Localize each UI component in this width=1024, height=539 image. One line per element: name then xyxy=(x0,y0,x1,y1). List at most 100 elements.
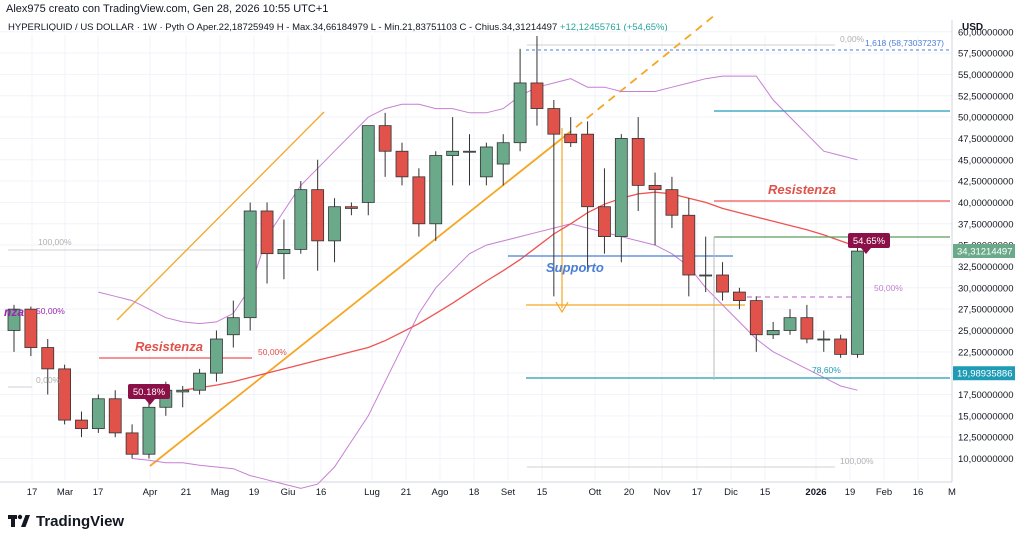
close-value: C - Chius.34,31214497 xyxy=(459,22,558,33)
candle-body xyxy=(479,146,493,178)
percent-badge-label: 54.65% xyxy=(853,236,886,247)
price-tag-label: 34,31214497 xyxy=(957,246,1012,257)
x-tick-label: Feb xyxy=(876,487,892,498)
candle-body xyxy=(564,133,578,144)
chart-annotation: 78,60% xyxy=(812,365,841,375)
open-letter: O xyxy=(186,22,195,33)
candle-body xyxy=(378,125,392,152)
chart-annotation: 100,00% xyxy=(840,456,874,466)
candle-body xyxy=(24,308,38,348)
chart-annotation: 50,00% xyxy=(874,283,903,293)
candle-body xyxy=(581,133,594,208)
candle-body xyxy=(142,406,156,455)
y-tick-label: 60,00000000 xyxy=(958,27,1013,38)
candle-body xyxy=(699,274,713,277)
candle-body xyxy=(463,150,476,153)
candle-body xyxy=(193,372,206,391)
percent-badge-pointer xyxy=(861,248,871,254)
x-tick-label: M xyxy=(948,487,956,498)
x-tick-label: Apr xyxy=(143,487,158,498)
candle-body xyxy=(817,338,831,341)
candle-body xyxy=(108,398,122,434)
x-tick-label: 16 xyxy=(913,487,924,498)
candle-body xyxy=(513,82,527,144)
candle-body xyxy=(631,138,645,186)
x-tick-label: Ago xyxy=(432,487,449,498)
tradingview-logo-icon xyxy=(8,514,30,527)
channel-lower-projection xyxy=(564,14,716,137)
top-bar: Alex975 creato con TradingView.com, Gen … xyxy=(0,0,1024,18)
x-tick-label: 19 xyxy=(249,487,260,498)
bollinger-upper-band xyxy=(98,75,858,325)
candle-body xyxy=(766,330,780,336)
percent-badge-pointer xyxy=(145,399,155,405)
y-tick-label: 45,00000000 xyxy=(958,155,1013,166)
y-tick-label: 12,50000000 xyxy=(958,433,1013,444)
percent-badge-bg xyxy=(848,233,890,248)
candle-body xyxy=(733,291,746,302)
candle-body xyxy=(716,274,729,293)
candle-body xyxy=(834,338,848,355)
y-tick-label: 22,50000000 xyxy=(958,347,1013,358)
x-tick-label: 21 xyxy=(181,487,192,498)
candle-body xyxy=(91,398,105,430)
y-tick-label: 30,00000000 xyxy=(958,283,1013,294)
footer-logo[interactable]: TradingView xyxy=(8,510,124,532)
candle-body xyxy=(547,108,561,135)
author-line: Alex975 creato con TradingView.com, Gen … xyxy=(6,3,329,15)
chart-annotation: Resistenza xyxy=(768,182,836,197)
y-tick-label: 37,50000000 xyxy=(958,219,1013,230)
candle-body xyxy=(614,138,628,237)
low-value: L - Min.21,83751103 xyxy=(370,22,457,33)
x-tick-label: Mag xyxy=(211,487,229,498)
x-tick-label: 15 xyxy=(760,487,771,498)
candle-body xyxy=(851,250,864,355)
candle-body xyxy=(344,206,358,209)
x-tick-label: 16 xyxy=(316,487,327,498)
chart-annotation: 100,00% xyxy=(38,237,72,247)
y-tick-label: 40,00000000 xyxy=(958,198,1013,209)
candle-body xyxy=(125,432,139,455)
channel-lower-line xyxy=(149,135,566,467)
candle-body xyxy=(598,206,611,237)
candle-body xyxy=(361,125,375,203)
candle-body xyxy=(783,317,797,331)
percent-badge-label: 50.18% xyxy=(133,387,166,398)
candle-body xyxy=(311,189,325,242)
y-tick-label: 57,50000000 xyxy=(958,49,1013,60)
price-tag-bg xyxy=(953,366,1015,381)
y-tick-label: 47,50000000 xyxy=(958,134,1013,145)
channel-upper-line xyxy=(116,111,325,321)
candle-body xyxy=(294,189,308,250)
candle-body xyxy=(665,189,679,216)
x-tick-label: 18 xyxy=(469,487,480,498)
x-tick-label: 20 xyxy=(624,487,635,498)
y-tick-label: 15,00000000 xyxy=(958,411,1013,422)
candle-body xyxy=(58,368,72,421)
x-tick-label: 21 xyxy=(401,487,412,498)
price-tag-label: 19,98935886 xyxy=(957,369,1012,380)
currency-label[interactable]: USD xyxy=(962,22,984,33)
open-value: Aper.22,18725949 xyxy=(196,22,275,33)
y-tick-label: 25,00000000 xyxy=(958,326,1013,337)
candle-body xyxy=(41,347,55,370)
candle-body xyxy=(648,184,662,191)
chart-annotation: Supporto xyxy=(546,260,604,275)
x-tick-label: 19 xyxy=(845,487,856,498)
brand-name: TradingView xyxy=(36,512,125,530)
chart-annotation: 50,00% xyxy=(258,347,287,357)
y-tick-label: 55,00000000 xyxy=(958,70,1013,81)
y-tick-label: 32,50000000 xyxy=(958,262,1013,273)
candle-body xyxy=(176,389,190,393)
x-tick-label: Ott xyxy=(589,487,602,498)
price-tag-bg xyxy=(953,243,1015,258)
y-tick-label: 17,50000000 xyxy=(958,390,1013,401)
x-tick-label: 15 xyxy=(537,487,548,498)
candle-body xyxy=(429,155,443,225)
candle-body xyxy=(412,176,426,225)
candle-body xyxy=(530,82,544,109)
chart-annotation: 0,00% xyxy=(36,375,61,385)
chart-annotation: 50,00% xyxy=(36,306,65,316)
x-tick-label: Nov xyxy=(654,487,671,498)
